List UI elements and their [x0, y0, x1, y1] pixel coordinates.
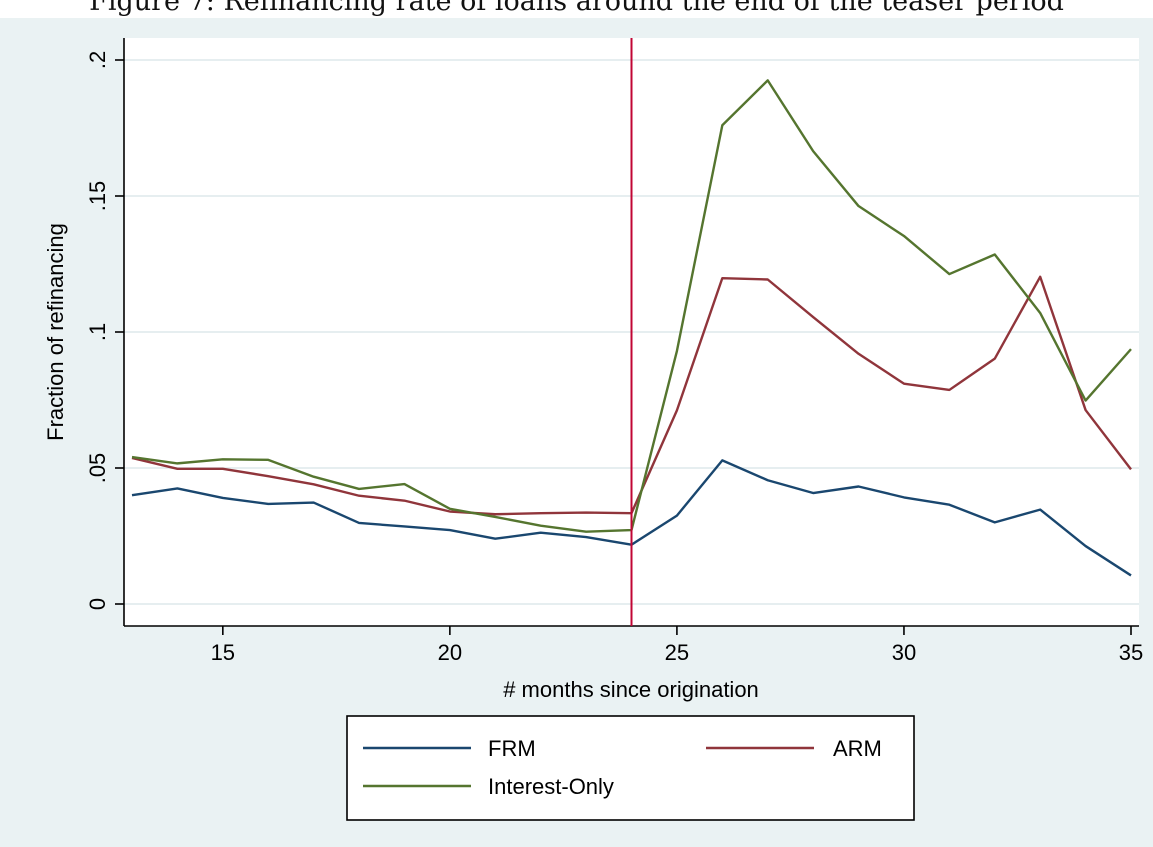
y-tick-label-2: .1 [85, 323, 110, 341]
x-tick-label-0: 15 [211, 640, 235, 665]
x-axis-ticks: 15 20 25 30 35 [211, 626, 1143, 665]
x-axis-title: # months since origination [503, 677, 759, 702]
legend-label-frm: FRM [488, 736, 536, 761]
y-axis-ticks: 0 .05 .1 .15 .2 [85, 51, 124, 610]
x-tick-label-3: 30 [892, 640, 916, 665]
legend-label-interest-only: Interest-Only [488, 774, 614, 799]
x-tick-label-1: 20 [438, 640, 462, 665]
legend: FRM ARM Interest-Only [346, 715, 915, 821]
y-tick-label-3: .15 [85, 181, 110, 212]
y-tick-label-4: .2 [85, 51, 110, 69]
x-tick-label-4: 35 [1119, 640, 1143, 665]
y-axis-title: Fraction of refinancing [43, 223, 68, 441]
figure-caption: Figure 7: Refinancing rate of loans arou… [89, 0, 1064, 17]
legend-box [346, 715, 915, 821]
y-tick-label-1: .05 [85, 453, 110, 484]
x-tick-label-2: 25 [665, 640, 689, 665]
y-tick-label-0: 0 [85, 598, 110, 610]
legend-label-arm: ARM [833, 736, 882, 761]
